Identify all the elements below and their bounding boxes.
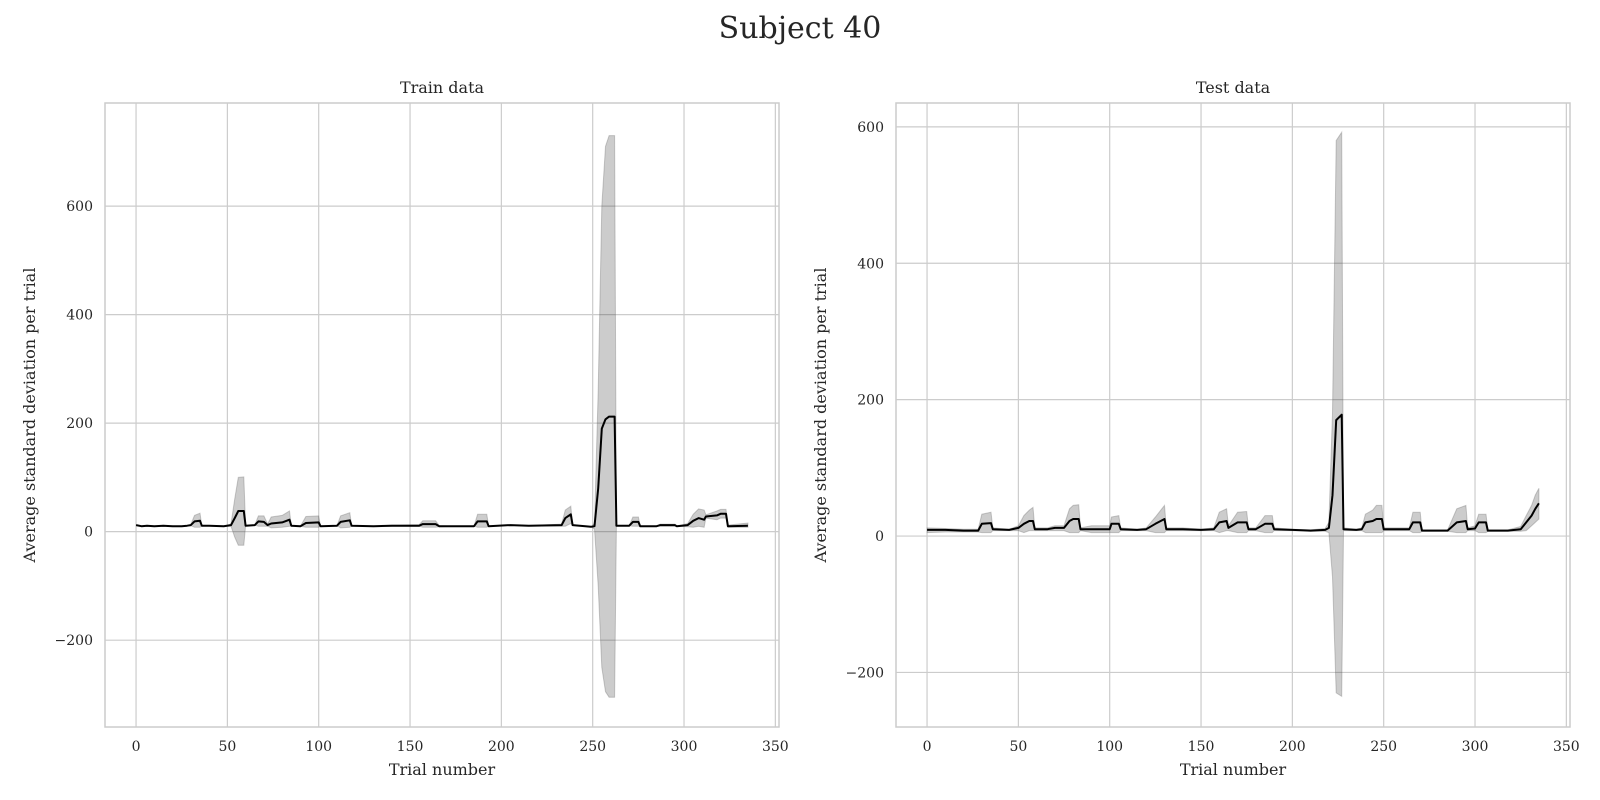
x-tick-labels: 0 50 100 150 200 250 300 350 (132, 739, 789, 755)
axes-frame (104, 102, 780, 728)
gridlines (105, 103, 779, 727)
y-tick-label: 600 (66, 199, 93, 215)
x-tick-label: 0 (132, 739, 141, 755)
y-tick-label: 400 (66, 308, 93, 324)
x-tick-label: 0 (923, 739, 932, 755)
x-tick-label: 150 (397, 739, 424, 755)
y-tick-labels: −200 0 200 400 600 (55, 199, 93, 649)
x-tick-label: 200 (488, 739, 515, 755)
x-axis-label: Trial number (389, 760, 496, 779)
axes-title: Test data (1196, 78, 1271, 97)
y-tick-label: −200 (846, 665, 884, 681)
x-axis-label: Trial number (1180, 760, 1287, 779)
x-tick-label: 50 (1009, 739, 1027, 755)
x-tick-label: 250 (1370, 739, 1397, 755)
x-tick-label: 350 (1553, 739, 1580, 755)
mean-line (927, 413, 1540, 532)
y-tick-labels: −200 0 200 400 600 (846, 120, 884, 682)
y-axis-label: Average standard deviation per trial (811, 268, 830, 564)
mean-line (135, 415, 748, 528)
y-tick-label: 0 (875, 529, 884, 545)
test-data-panel: 0 50 100 150 200 250 300 350 −200 0 200 400 600 Tes… (811, 78, 1580, 779)
x-tick-label: 100 (305, 739, 332, 755)
y-tick-label: 400 (857, 256, 884, 272)
train-data-panel: 0 50 100 150 200 250 300 350 −200 0 200 400 600 Tra… (20, 78, 789, 779)
figure-suptitle: Subject 40 (719, 11, 882, 46)
x-tick-label: 300 (671, 739, 698, 755)
x-tick-label: 150 (1188, 739, 1215, 755)
x-tick-label: 200 (1279, 739, 1306, 755)
y-tick-label: 600 (857, 120, 884, 136)
x-tick-label: 300 (1462, 739, 1489, 755)
y-tick-label: 200 (66, 416, 93, 432)
y-axis-label: Average standard deviation per trial (20, 268, 39, 564)
y-tick-label: 0 (84, 525, 93, 541)
axes-frame (895, 102, 1571, 728)
x-tick-label: 100 (1096, 739, 1123, 755)
y-tick-label: 200 (857, 393, 884, 409)
x-tick-label: 250 (579, 739, 606, 755)
gridlines (896, 103, 1570, 727)
x-tick-label: 50 (218, 739, 236, 755)
y-tick-label: −200 (55, 633, 93, 649)
x-tick-label: 350 (762, 739, 789, 755)
x-tick-labels: 0 50 100 150 200 250 300 350 (923, 739, 1580, 755)
axes-title: Train data (400, 78, 485, 97)
